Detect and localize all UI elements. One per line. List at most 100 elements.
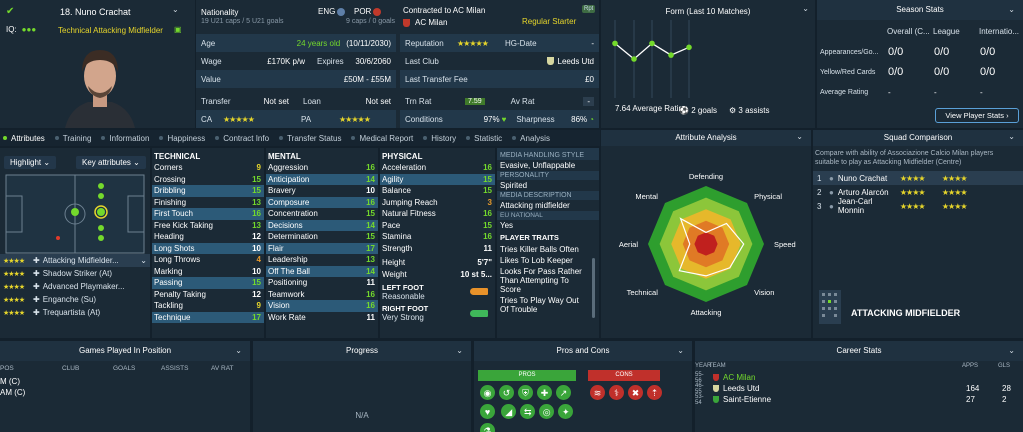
tab-analysis[interactable]: Analysis	[512, 134, 550, 143]
attribute-row[interactable]: Marking 10	[152, 266, 264, 278]
attribute-row[interactable]: Teamwork 16	[266, 289, 378, 301]
scrollbar[interactable]	[592, 258, 595, 318]
chevron-down-icon[interactable]: ⌄	[1008, 132, 1015, 141]
tab-contract-info[interactable]: Contract Info	[215, 134, 269, 143]
attribute-row[interactable]: Dribbling 15	[152, 185, 264, 197]
attribute-row[interactable]: Leadership 13	[266, 254, 378, 266]
attribute-row[interactable]: Passing 15	[152, 277, 264, 289]
attribute-row[interactable]: Corners 9	[152, 162, 264, 174]
chevron-down-icon[interactable]: ⌄	[677, 346, 684, 355]
highlight-label: Highlight	[10, 158, 42, 167]
attribute-row[interactable]: Agility 15	[380, 173, 495, 185]
status-badge[interactable]: Rpt	[582, 5, 596, 13]
career-row[interactable]: 55-56 AC Milan	[695, 372, 1023, 384]
reputation-stars: ★★★★★	[457, 38, 489, 48]
attribute-row[interactable]: Heading 12	[152, 231, 264, 243]
attribute-value: 14	[366, 266, 375, 276]
attribute-row[interactable]: Finishing 13	[152, 197, 264, 209]
attribute-row[interactable]: Acceleration 16	[380, 162, 495, 174]
tab-medical-report[interactable]: Medical Report	[351, 134, 413, 143]
attribute-row[interactable]: Stamina 16	[380, 231, 495, 243]
squad-name: Arturo Alarcón	[837, 187, 889, 197]
attribute-row[interactable]: First Touch 16	[152, 208, 264, 220]
club-crest-icon	[403, 18, 410, 27]
attribute-name: Concentration	[268, 209, 318, 218]
attribute-row[interactable]: Composure 16	[266, 196, 378, 208]
technical-table: TECHNICAL Corners 9 Crossing 15 Dribbling 15 F…	[152, 148, 264, 338]
form-point[interactable]	[668, 52, 674, 58]
attribute-row[interactable]: Natural Fitness 16	[380, 208, 495, 220]
squad-row[interactable]: 2 ● Arturo Alarcón ★★★★ ★★★★	[813, 185, 1023, 199]
role-item[interactable]: ★★★★ ✚ Enganche (Su)	[0, 293, 150, 306]
form-point[interactable]	[631, 56, 637, 62]
tab-information[interactable]: Information	[101, 134, 149, 143]
role-item[interactable]: ★★★★ ✚ Shadow Striker (At)	[0, 267, 150, 280]
career-row[interactable]: 46-55 Leeds Utd 164 28	[695, 383, 1023, 395]
squad-row[interactable]: 3 ● Jean-Carl Monnin ★★★★ ★★★★	[813, 197, 1023, 215]
contract-club[interactable]: AC Milan	[403, 18, 447, 27]
height-row: Height 5'7"	[380, 257, 495, 269]
attribute-row[interactable]: Aggression 16	[266, 162, 378, 174]
attribute-row[interactable]: Crossing 15	[152, 174, 264, 186]
chevron-down-icon[interactable]: ⌄	[1008, 346, 1015, 355]
chevron-down-icon[interactable]: ⌄	[1008, 5, 1015, 14]
attribute-row[interactable]: Bravery 10	[266, 185, 378, 197]
role-item[interactable]: ★★★★ ✚ Advanced Playmaker...	[0, 280, 150, 293]
attribute-row[interactable]: Balance 15	[380, 185, 495, 197]
tab-transfer-status[interactable]: Transfer Status	[279, 134, 341, 143]
chevron-down-icon[interactable]: ⌄	[172, 5, 179, 14]
career-row[interactable]: 53-54 Saint-Etienne 27 2	[695, 394, 1023, 406]
attribute-row[interactable]: Concentration 15	[266, 208, 378, 220]
role-item[interactable]: ★★★★ ✚ Trequartista (At)	[0, 306, 150, 319]
injury-icon: ⚕	[609, 385, 624, 400]
highlight-dropdown[interactable]: Highlight ⌄	[4, 156, 57, 169]
form-point[interactable]	[612, 40, 618, 47]
form-point[interactable]	[649, 40, 655, 47]
nation-2[interactable]: POR	[354, 7, 382, 16]
tab-training[interactable]: Training	[54, 134, 91, 143]
nationality-label: Nationality	[201, 8, 239, 17]
season-row: Appearances/Go... 0/0 0/0 0/0	[817, 42, 1023, 62]
nation-1[interactable]: ENG	[318, 7, 346, 16]
key-attributes-dropdown[interactable]: Key attributes ⌄	[76, 156, 146, 169]
attribute-row[interactable]: Tackling 9	[152, 300, 264, 312]
view-player-stats-button[interactable]: View Player Stats ›	[935, 108, 1019, 123]
info-panel: Nationality 19 U21 caps / 5 U21 goals EN…	[196, 0, 599, 128]
chevron-down-icon[interactable]: ⌄	[235, 346, 242, 355]
ca-label: CA	[201, 114, 213, 124]
note-icon[interactable]: ▣	[174, 25, 182, 34]
role-item[interactable]: ★★★★ ✚ Attacking Midfielder... ⌄	[0, 254, 150, 267]
season-cell: 0/0	[980, 66, 996, 78]
attribute-row[interactable]: Positioning 11	[266, 277, 378, 289]
attribute-row[interactable]: Technique 17	[152, 311, 264, 323]
games-row: M (C)	[0, 377, 20, 386]
attribute-row[interactable]: Off The Ball 14	[266, 265, 378, 277]
tab-statistic[interactable]: Statistic	[466, 134, 502, 143]
attribute-row[interactable]: Anticipation 14	[266, 173, 378, 185]
chevron-down-icon[interactable]: ⌄	[456, 346, 463, 355]
attribute-row[interactable]: Free Kick Taking 13	[152, 220, 264, 232]
attribute-row[interactable]: Jumping Reach 3	[380, 197, 495, 209]
progress-na: N/A	[355, 411, 369, 420]
chevron-down-icon[interactable]: ⌄	[796, 132, 803, 141]
tab-attributes[interactable]: Attributes	[3, 134, 45, 143]
attribute-row[interactable]: Flair 17	[266, 242, 378, 254]
attribute-row[interactable]: Work Rate 11	[266, 312, 378, 324]
attribute-row[interactable]: Long Shots 10	[152, 242, 264, 254]
attribute-row[interactable]: Determination 15	[266, 231, 378, 243]
attribute-row[interactable]: Penalty Taking 12	[152, 289, 264, 301]
attribute-row[interactable]: Long Throws 4	[152, 254, 264, 266]
person-icon: ●	[829, 187, 834, 197]
attribute-row[interactable]: Pace 15	[380, 220, 495, 232]
attribute-row[interactable]: Decisions 14	[266, 219, 378, 231]
last-club-value[interactable]: Leeds Utd	[557, 56, 594, 66]
attribute-row[interactable]: Strength 11	[380, 243, 495, 255]
squad-row[interactable]: 1 ● Nuno Crachat ★★★★ ★★★★	[813, 171, 1023, 185]
chevron-down-icon[interactable]: ⌄	[802, 4, 809, 13]
contract-label: Contracted to AC Milan	[403, 6, 486, 15]
form-point[interactable]	[686, 44, 692, 51]
tab-history[interactable]: History	[423, 134, 456, 143]
attribute-row[interactable]: Vision 16	[266, 300, 378, 312]
transfer-label: Transfer	[201, 96, 231, 106]
tab-happiness[interactable]: Happiness	[159, 134, 205, 143]
